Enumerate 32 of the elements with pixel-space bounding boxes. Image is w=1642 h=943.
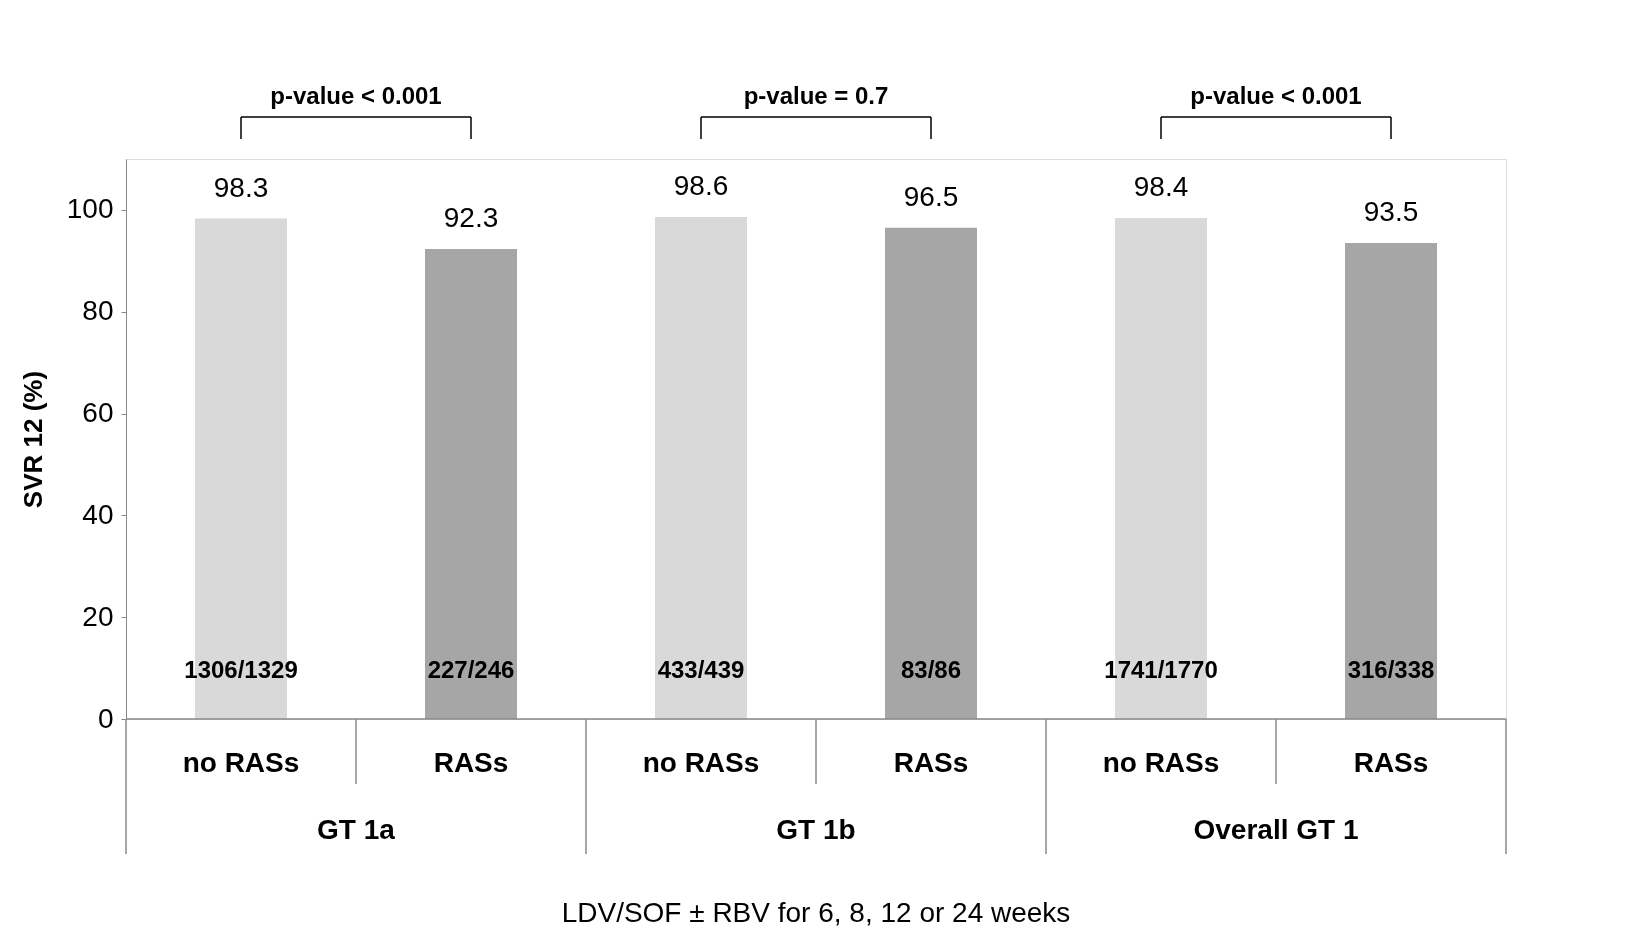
annotation: 227/246 <box>427 656 515 683</box>
y-tick-label: 0 <box>97 702 114 734</box>
x-tick-label: RASs <box>1353 747 1429 778</box>
annotation: 83/86 <box>900 656 962 683</box>
x-tick-label: RASs <box>433 747 509 778</box>
data-label: 96.5 <box>903 180 959 212</box>
text: p-value < 0.001 <box>270 82 442 109</box>
y-axis-title: SVR 12 (%) <box>17 370 48 509</box>
y-tick-label: 40 <box>82 498 114 530</box>
y-tick-label: 20 <box>82 600 114 632</box>
text: GT 1a <box>317 814 396 845</box>
text: p-value = 0.7 <box>743 82 889 109</box>
y-tick-label: 80 <box>82 295 114 327</box>
annotation: 433/439 <box>657 656 745 683</box>
y-tick-label: 100 <box>66 193 114 225</box>
annotation: 1741/1770 <box>1104 656 1218 683</box>
x-axis-title: LDV/SOF ± RBV for 6, 8, 12 or 24 weeks <box>561 897 1071 928</box>
y-tick-label: 60 <box>82 397 114 429</box>
annotation: 316/338 <box>1347 656 1435 683</box>
data-label: 98.4 <box>1133 171 1189 203</box>
x-tick-label: no RASs <box>642 747 760 778</box>
x-tick-label: no RASs <box>1102 747 1220 778</box>
annotation: 1306/1329 <box>184 656 298 683</box>
text: p-value < 0.001 <box>1190 82 1362 109</box>
text: Overall GT 1 <box>1193 814 1359 845</box>
x-tick-label: RASs <box>893 747 969 778</box>
data-label: 98.6 <box>673 170 729 202</box>
x-tick-label: no RASs <box>182 747 300 778</box>
data-label: 98.3 <box>213 171 269 203</box>
text: GT 1b <box>776 814 856 845</box>
data-label: 93.5 <box>1363 196 1419 227</box>
data-label: 92.3 <box>443 202 499 234</box>
